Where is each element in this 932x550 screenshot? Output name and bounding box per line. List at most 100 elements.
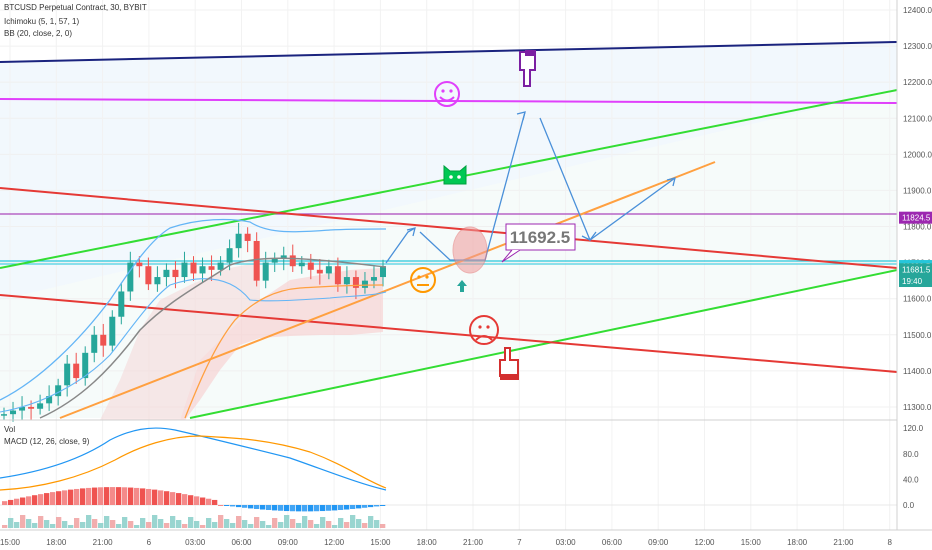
vol-legend: Vol	[4, 425, 16, 434]
price-badge-label: 19:40	[902, 277, 923, 286]
volume-bar	[164, 523, 170, 528]
volume-bar	[242, 520, 248, 528]
macd-line	[0, 427, 387, 491]
time-tick-label: 18:00	[787, 538, 808, 547]
time-tick-label: 09:00	[648, 538, 669, 547]
volume-bar	[248, 524, 254, 528]
ichimoku-base	[39, 257, 387, 419]
volume-bar	[374, 520, 380, 528]
face-outline	[434, 81, 460, 107]
macd-hist-bar	[140, 488, 146, 505]
volume-bar	[158, 519, 164, 528]
volume-bar	[290, 519, 296, 528]
macd-hist-bar	[272, 505, 278, 511]
macd-hist-bar	[68, 489, 74, 505]
macd-hist-bar	[278, 505, 284, 511]
sad-face-icon	[469, 315, 499, 345]
volume-bar	[152, 515, 158, 528]
face-eye-left	[417, 275, 421, 279]
macd-hist-bar	[128, 487, 134, 505]
candle-up	[217, 262, 224, 270]
volume-bar	[380, 524, 386, 528]
candle-down	[172, 269, 179, 278]
macd-hist-bar	[134, 487, 140, 505]
macd-hist-bar	[230, 505, 236, 507]
volume-bar	[212, 522, 218, 528]
macd-hist-bar	[2, 501, 8, 505]
macd-hist-bar	[122, 487, 128, 505]
macd-hist-bar	[200, 497, 206, 505]
candle-down	[334, 266, 341, 285]
red-channel-upper	[0, 187, 898, 269]
candle-up	[1, 414, 7, 416]
macd-hist-bar	[50, 492, 56, 505]
volume-bar	[332, 525, 338, 528]
overlays: 11692.5	[0, 111, 676, 419]
macd-hist-bar	[56, 491, 62, 505]
macd-hist-bar	[350, 505, 356, 509]
volume-bar	[254, 517, 260, 528]
time-tick-label: 06:00	[231, 538, 252, 547]
price-tick-label: 12300.0	[903, 42, 932, 51]
time-tick-label: 15:00	[0, 538, 21, 547]
volume-bar	[8, 518, 14, 528]
macd-hist-bar	[62, 490, 68, 505]
face-eye-left	[441, 89, 445, 93]
price-badge	[899, 275, 932, 288]
volume-bar	[140, 518, 146, 528]
macd-hist-bar	[296, 505, 302, 512]
volume-bar	[218, 515, 224, 528]
macd-hist-bar	[182, 494, 188, 505]
candle-up	[181, 262, 188, 278]
face-eye-right	[449, 89, 453, 93]
macd-tick-label: 0.0	[903, 501, 915, 510]
volume-bar	[296, 523, 302, 528]
time-tick-label: 7	[517, 538, 522, 547]
macd-hist-bar	[92, 487, 98, 505]
macd-hist-bar	[38, 494, 44, 505]
cat-eye-right	[457, 175, 461, 179]
candle-down	[316, 269, 323, 274]
volume-bar	[134, 525, 140, 528]
time-tick-label: 21:00	[93, 538, 114, 547]
macd-hist-bar	[320, 505, 326, 512]
candle-up	[280, 255, 287, 259]
face-eye-right	[486, 325, 490, 329]
price-tick-label: 12100.0	[903, 114, 932, 123]
price-tick-label: 11800.0	[903, 223, 932, 232]
volume-bar	[170, 516, 176, 528]
macd-hist-bar	[146, 488, 152, 505]
macd-hist-bar	[368, 505, 374, 508]
time-tick-label: 18:00	[46, 538, 67, 547]
candle-up	[10, 410, 17, 415]
volume-bar	[62, 521, 68, 528]
hand-cuff	[500, 374, 519, 380]
candle-down	[208, 266, 215, 270]
volume-bar	[302, 516, 308, 528]
macd-hist-bar	[302, 505, 308, 512]
candle-down	[253, 240, 260, 281]
price-callout-text: 11692.5	[510, 228, 571, 247]
candle-down	[289, 255, 296, 267]
macd-hist-bar	[44, 493, 50, 505]
volume-bar	[272, 518, 278, 528]
volume-bar	[26, 519, 32, 528]
candle-up	[199, 266, 206, 274]
price-tick-label: 11500.0	[903, 331, 932, 340]
volume-bar	[128, 521, 134, 528]
macd-hist-bar	[236, 505, 242, 508]
time-tick-label: 15:00	[370, 538, 391, 547]
volume-bar	[86, 515, 92, 528]
volume-bar	[110, 520, 116, 528]
volume-bar	[122, 517, 128, 528]
volume-bar	[278, 522, 284, 528]
price-tick-label: 11900.0	[903, 186, 932, 195]
cloud-red	[180, 268, 383, 420]
price-badge	[899, 211, 932, 224]
volume-bar	[80, 522, 86, 528]
candle-up	[380, 266, 386, 278]
price-badge-label: 11681.5	[902, 265, 931, 274]
projection-arrowhead	[666, 177, 676, 187]
volume-bar	[56, 517, 62, 528]
